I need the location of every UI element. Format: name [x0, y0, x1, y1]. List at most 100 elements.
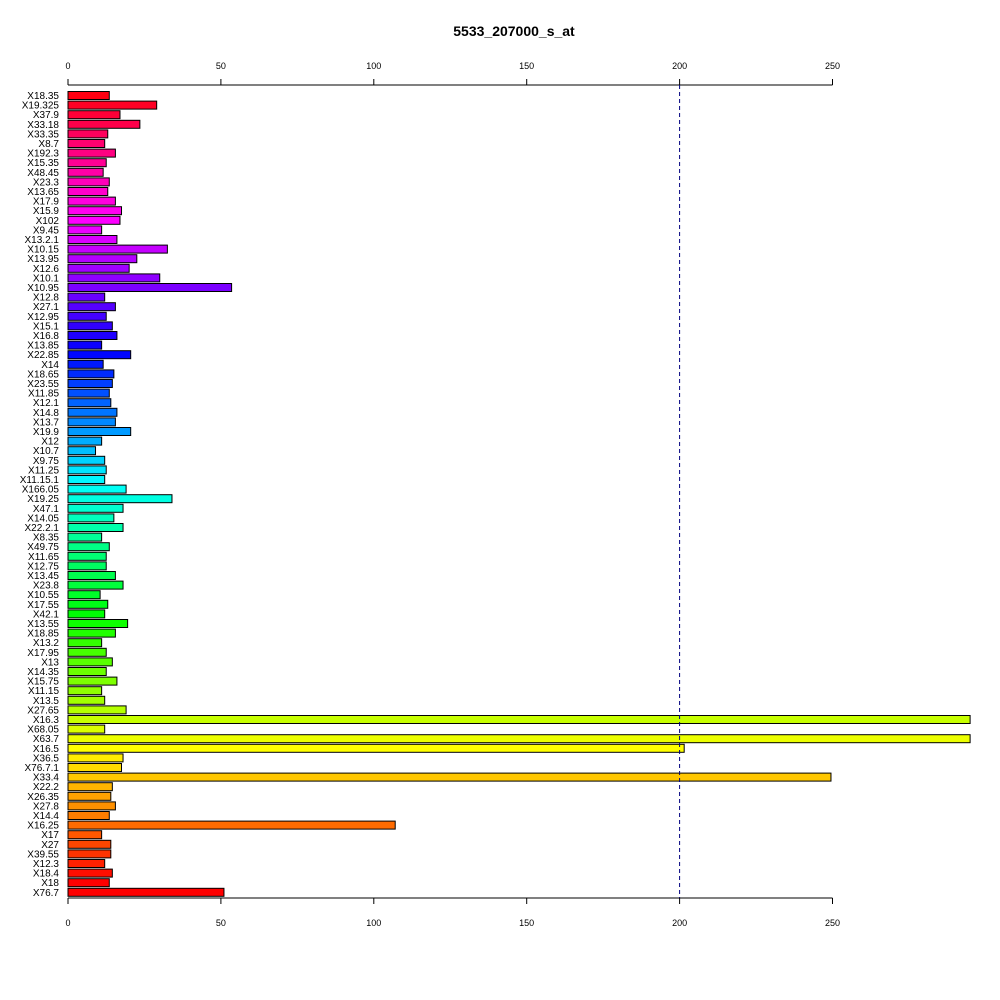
- bar: [67, 110, 121, 120]
- category-label: X14: [41, 360, 59, 371]
- category-label: X39.55: [27, 849, 59, 860]
- category-label: X16.3: [33, 715, 60, 726]
- category-label: X13.55: [27, 619, 59, 630]
- category-label: X13.5: [33, 696, 60, 707]
- bar: [67, 676, 118, 686]
- bar: [67, 119, 141, 129]
- bar: [67, 830, 103, 840]
- bar: [67, 148, 116, 158]
- chart-title: 5533_207000_s_at: [453, 23, 575, 39]
- category-label: X102: [36, 216, 60, 227]
- bar: [67, 244, 168, 254]
- category-label: X18.35: [27, 91, 59, 102]
- bar: [67, 283, 233, 292]
- category-label: X33.4: [33, 773, 60, 784]
- bar: [67, 177, 110, 187]
- bar: [67, 91, 110, 100]
- category-label: X42.1: [33, 609, 60, 620]
- top-tick-label: 200: [672, 61, 687, 71]
- category-label: X63.7: [33, 734, 60, 745]
- bottom-x-axis: 0 50 100 150 200 250: [65, 897, 840, 928]
- bar: [67, 254, 138, 264]
- category-label: X11.25: [28, 465, 59, 476]
- category-label: X16.5: [33, 744, 60, 755]
- bar: [67, 571, 116, 580]
- bar: [67, 878, 110, 888]
- top-tick-label: 100: [366, 61, 381, 71]
- category-label: X10.15: [27, 245, 59, 256]
- bar: [67, 820, 396, 830]
- bar: [67, 638, 103, 648]
- bar: [67, 331, 118, 340]
- top-tick-label: 150: [519, 61, 534, 71]
- bar: [67, 215, 121, 225]
- bar: [67, 398, 112, 408]
- bar: [67, 647, 107, 657]
- bar: [67, 743, 685, 753]
- bar: [67, 715, 971, 724]
- category-label: X15.1: [33, 321, 60, 332]
- bar: [67, 859, 106, 868]
- category-label: X13.7: [33, 417, 60, 428]
- category-label: X17.95: [27, 648, 59, 659]
- bottom-tick-label: 100: [366, 918, 381, 928]
- category-label: X14.8: [33, 408, 60, 419]
- bar: [67, 139, 106, 148]
- bar: [67, 513, 115, 523]
- category-label: X18.85: [27, 629, 59, 640]
- category-label: X192.3: [27, 149, 59, 160]
- category-label: X12.3: [33, 859, 60, 870]
- bar: [67, 196, 116, 206]
- bar: [67, 734, 971, 744]
- category-label: X13.65: [27, 187, 59, 198]
- category-label: X33.35: [27, 129, 59, 140]
- bar: [67, 686, 103, 696]
- category-label: X9.75: [33, 456, 60, 467]
- bar: [67, 206, 123, 216]
- bar: [67, 311, 107, 321]
- category-label: X48.45: [27, 168, 59, 179]
- category-label: X13.45: [27, 571, 59, 582]
- bar: [67, 542, 110, 552]
- category-label: X23.8: [33, 581, 60, 592]
- category-label: X12.95: [27, 312, 59, 323]
- bar: [67, 791, 112, 801]
- category-label: X12.1: [33, 398, 60, 409]
- category-label: X15.35: [27, 158, 59, 169]
- bar: [67, 187, 109, 196]
- category-label: X14.05: [27, 513, 59, 524]
- bar: [67, 887, 225, 897]
- category-label: X27.65: [27, 705, 59, 716]
- bottom-tick-label: 200: [672, 918, 687, 928]
- bar: [67, 417, 116, 427]
- bar: [67, 695, 106, 705]
- category-label: X22.2: [33, 782, 60, 793]
- category-label: X8.7: [38, 139, 59, 150]
- category-label: X17.55: [27, 600, 59, 611]
- category-label: X17.9: [33, 197, 60, 208]
- top-tick-label: 250: [825, 61, 840, 71]
- category-label: X10.55: [27, 590, 59, 601]
- category-label: X33.18: [27, 120, 59, 131]
- bar: [67, 350, 132, 360]
- bar: [67, 763, 123, 772]
- category-label: X37.9: [33, 110, 60, 121]
- bar: [67, 379, 113, 388]
- category-label: X15.75: [27, 677, 59, 688]
- bar: [67, 369, 115, 379]
- category-label: X12.8: [33, 293, 60, 304]
- bars-group: [67, 91, 971, 897]
- bar: [67, 475, 106, 484]
- bar: [67, 724, 106, 734]
- bar: [67, 427, 132, 436]
- bar: [67, 407, 118, 417]
- bar: [67, 811, 110, 820]
- category-label: X76.7: [33, 888, 60, 899]
- bar: [67, 580, 124, 590]
- bar: [67, 263, 130, 273]
- bar: [67, 523, 124, 532]
- category-label: X12: [41, 437, 59, 448]
- category-label: X14.4: [33, 811, 60, 822]
- bar: [67, 657, 113, 667]
- bar: [67, 446, 97, 456]
